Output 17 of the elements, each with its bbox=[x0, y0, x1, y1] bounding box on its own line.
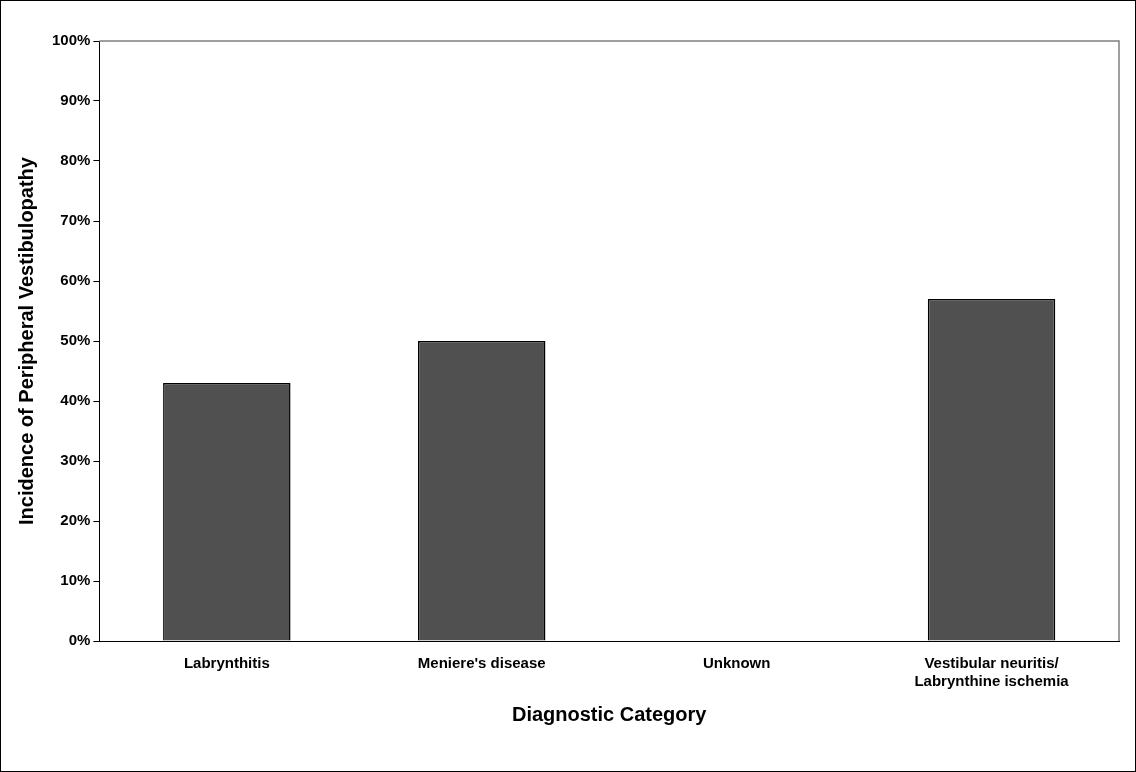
y-tick-label: 90% bbox=[60, 91, 91, 109]
y-tick-label: 100% bbox=[51, 31, 91, 49]
y-tick-label: 50% bbox=[60, 331, 91, 349]
x-tick-label: Labrynthitis bbox=[183, 654, 270, 672]
y-tick-label: 40% bbox=[60, 391, 91, 409]
y-tick-label: 60% bbox=[60, 271, 91, 289]
y-tick-label: 70% bbox=[60, 211, 91, 229]
y-tick-label: 10% bbox=[60, 571, 91, 589]
x-axis-title: Diagnostic Category bbox=[511, 702, 708, 725]
x-tick-label: Vestibular neuritis/Labrynthine ischemia bbox=[914, 654, 1070, 690]
x-tick-label: Meniere's disease bbox=[417, 654, 546, 672]
y-axis-title: Incidence of Peripheral Vestibulopathy bbox=[14, 156, 37, 525]
y-tick-label: 20% bbox=[60, 511, 91, 529]
y-tick-label: 0% bbox=[68, 631, 91, 649]
y-tick-label: 30% bbox=[60, 451, 91, 469]
y-tick-label: 80% bbox=[60, 151, 91, 169]
x-tick-label: Unknown bbox=[702, 654, 771, 672]
